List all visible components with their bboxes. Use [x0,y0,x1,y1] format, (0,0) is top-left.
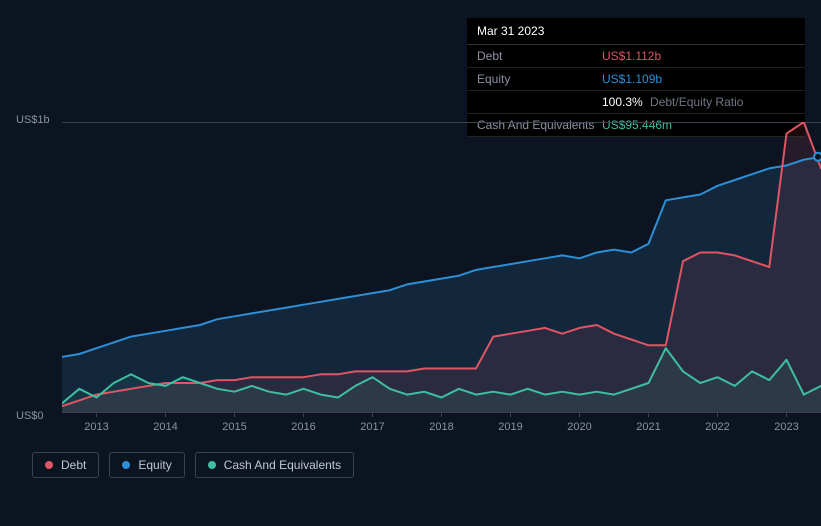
tooltip-value: US$1.112b [602,49,661,63]
svg-text:2013: 2013 [84,421,108,433]
tooltip-label: Equity [477,72,602,86]
tooltip-row-debt: Debt US$1.112b [467,45,805,68]
tooltip-row-ratio: 100.3% Debt/Equity Ratio [467,91,805,114]
tooltip-label [477,95,602,109]
legend-label: Debt [61,458,86,472]
chart-container: US$1b US$0 20132014201520162017201820192… [16,122,805,442]
svg-text:2018: 2018 [429,421,453,433]
svg-text:2014: 2014 [153,421,177,433]
svg-text:2020: 2020 [567,421,591,433]
tooltip-value: US$1.109b [602,72,662,86]
legend-item-debt[interactable]: Debt [32,452,99,478]
legend-item-equity[interactable]: Equity [109,452,184,478]
y-axis-bottom-label: US$0 [16,410,44,422]
y-axis-top-label: US$1b [16,114,50,126]
svg-text:2021: 2021 [636,421,660,433]
dot-icon [45,461,53,469]
svg-text:2015: 2015 [222,421,246,433]
chart-legend: Debt Equity Cash And Equivalents [32,452,805,478]
tooltip-value-suffix: Debt/Equity Ratio [650,95,743,109]
tooltip-date: Mar 31 2023 [467,18,805,45]
legend-label: Cash And Equivalents [224,458,341,472]
dot-icon [208,461,216,469]
tooltip-label: Debt [477,49,602,63]
tooltip-row-equity: Equity US$1.109b [467,68,805,91]
legend-item-cash[interactable]: Cash And Equivalents [195,452,354,478]
legend-label: Equity [138,458,171,472]
line-chart[interactable]: 2013 2014 2015 2016 2017 2018 2019 2020 2021 2022… [62,122,821,442]
svg-text:2019: 2019 [498,421,522,433]
svg-text:2016: 2016 [291,421,315,433]
dot-icon [122,461,130,469]
svg-text:2023: 2023 [774,421,798,433]
svg-text:2017: 2017 [360,421,384,433]
chart-tooltip: Mar 31 2023 Debt US$1.112b Equity US$1.1… [467,18,805,137]
svg-text:2022: 2022 [705,421,729,433]
tooltip-value: 100.3% [602,95,643,109]
